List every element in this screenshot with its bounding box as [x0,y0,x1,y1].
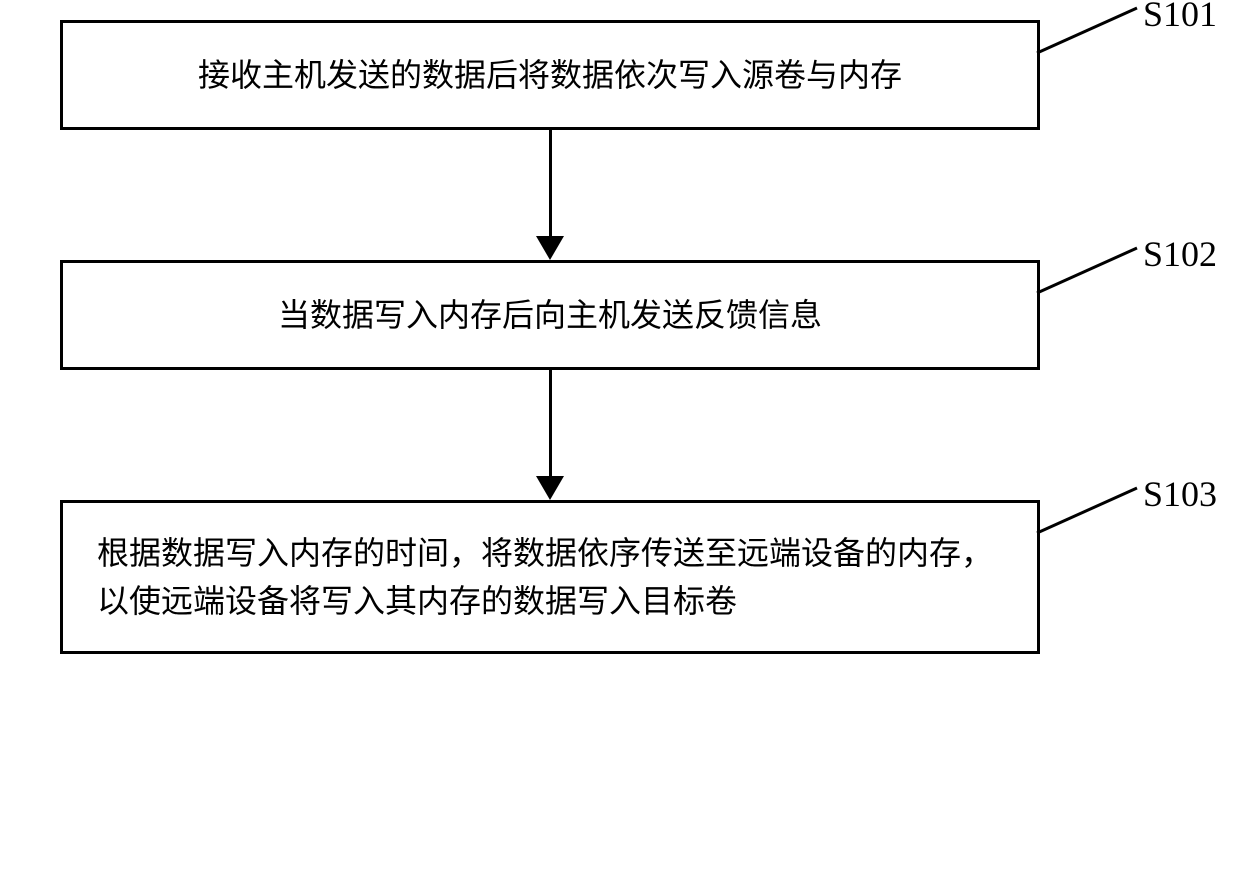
arrow-line [549,370,552,480]
flowchart-step-box: 根据数据写入内存的时间，将数据依序传送至远端设备的内存，以使远端设备将写入其内存… [60,500,1040,654]
flowchart-step-text: 根据数据写入内存的时间，将数据依序传送至远端设备的内存，以使远端设备将写入其内存… [97,529,1003,625]
flowchart-step-text: 当数据写入内存后向主机发送反馈信息 [93,291,1007,339]
arrow-line [549,130,552,240]
flowchart-step-box: 接收主机发送的数据后将数据依次写入源卷与内存 S101 [60,20,1040,130]
flowchart-step-label: S101 [1143,0,1217,35]
flowchart-arrow [60,370,1040,500]
flowchart-step-box: 当数据写入内存后向主机发送反馈信息 S102 [60,260,1040,370]
arrow-head-icon [536,476,564,500]
flowchart-step-label: S102 [1143,233,1217,275]
arrow-head-icon [536,236,564,260]
flowchart-step-label: S103 [1143,473,1217,515]
flowchart-step-text: 接收主机发送的数据后将数据依次写入源卷与内存 [93,51,1007,99]
flowchart-arrow [60,130,1040,260]
flowchart-container: 接收主机发送的数据后将数据依次写入源卷与内存 S101 当数据写入内存后向主机发… [60,20,1160,654]
